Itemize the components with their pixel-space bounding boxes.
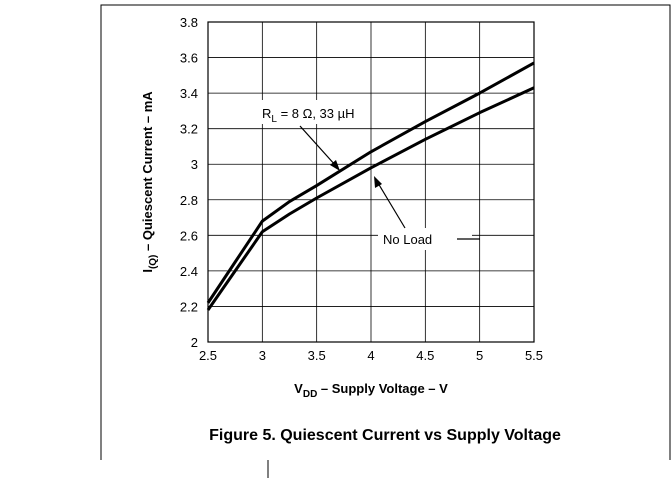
y-tick-label: 3.2: [180, 122, 198, 137]
annotation-main: R: [262, 106, 271, 121]
x-tick-label: 5: [476, 348, 483, 363]
y-label-rest: – Quiescent Current – mA: [140, 91, 155, 255]
x-label-main: V: [294, 381, 303, 396]
y-tick-label: 2.4: [180, 264, 198, 279]
x-label-sub: DD: [303, 389, 317, 400]
annotation-bg: [378, 228, 472, 250]
arrow: [377, 182, 406, 229]
y-tick-label: 2: [191, 335, 198, 350]
arrow-head: [330, 160, 340, 171]
x-tick-label: 2.5: [199, 348, 217, 363]
y-label-main: I: [140, 269, 155, 273]
x-tick-label: 3.5: [308, 348, 326, 363]
y-tick-label: 3.4: [180, 86, 198, 101]
x-axis-label: VDD – Supply Voltage – V: [294, 381, 448, 400]
x-tick-label: 4.5: [416, 348, 434, 363]
x-label-rest: – Supply Voltage – V: [317, 381, 448, 396]
x-tick-label: 3: [259, 348, 266, 363]
y-tick-label: 3: [191, 157, 198, 172]
frame: [100, 4, 671, 460]
y-tick-label: 3.6: [180, 51, 198, 66]
annotation-sub: L: [271, 114, 277, 125]
arrow: [299, 125, 337, 167]
y-axis-label: I(Q) – Quiescent Current – mA: [140, 91, 159, 273]
y-label-sub: (Q): [148, 255, 159, 269]
y-tick-label: 2.2: [180, 299, 198, 314]
plot-border: [207, 21, 535, 343]
annotation: No Load: [383, 232, 432, 247]
y-tick-label: 2.6: [180, 228, 198, 243]
annotation-rest: = 8 Ω, 33 µH: [277, 106, 355, 121]
y-tick-label: 3.8: [180, 15, 198, 30]
y-tick-label: 2.8: [180, 193, 198, 208]
arrow-head: [374, 176, 382, 188]
series-line: [206, 86, 535, 311]
annotation-bg: [258, 100, 370, 124]
annotation: RL = 8 Ω, 33 µH: [262, 106, 355, 125]
plot: 2 2.2 2.4 2.6 2.8 3 3.2 3.4 3.6 3.8 2.5 3 3.5 4 4.5 5 5.…: [180, 15, 543, 363]
x-tick-label: 4: [367, 348, 374, 363]
chart-title: Figure 5. Quiescent Current vs Supply Vo…: [209, 427, 561, 444]
x-tick-label: 5.5: [525, 348, 543, 363]
series-line: [206, 61, 535, 304]
